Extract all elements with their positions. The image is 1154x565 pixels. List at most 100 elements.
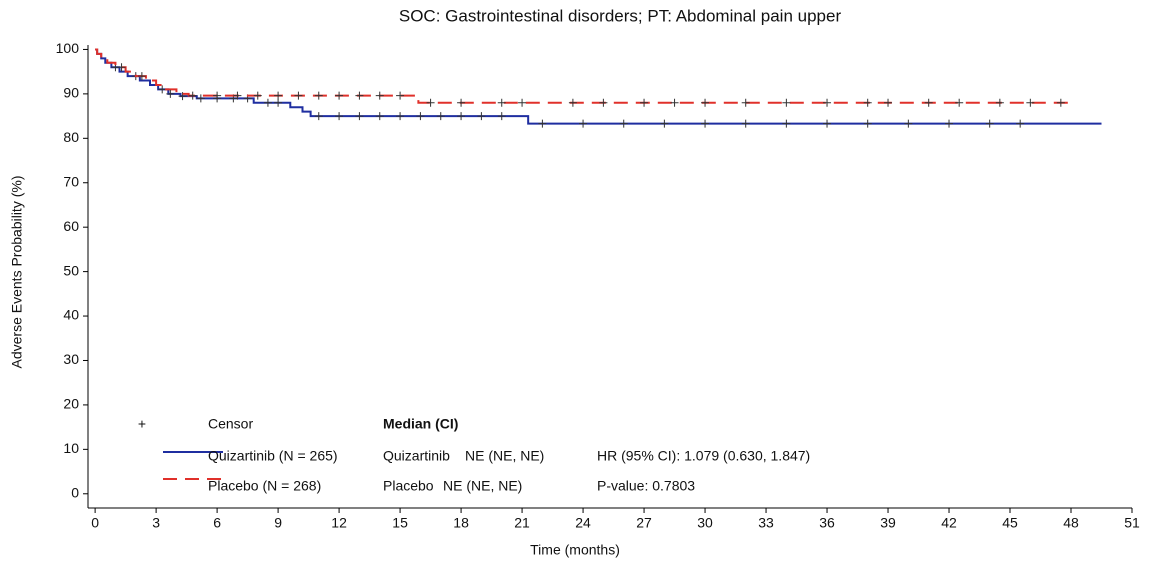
censor-mark [457,98,466,107]
y-tick-label: 10 [63,440,79,456]
y-tick-label: 70 [63,173,79,189]
censor-mark [375,112,384,121]
censor-mark [701,98,710,107]
censor-mark [355,91,364,100]
censor-mark [782,98,791,107]
censor-mark [263,98,272,107]
censor-mark [904,119,913,128]
censor-mark [314,91,323,100]
x-axis-label: Time (months) [530,542,620,558]
censor-mark [579,119,588,128]
censor-mark [196,94,205,103]
censor-mark [955,98,964,107]
censor-mark [670,98,679,107]
median-value: NE (NE, NE) [465,448,544,464]
x-tick-label: 33 [758,515,774,531]
censor-mark [863,98,872,107]
censor-mark [294,91,303,100]
censor-mark [538,119,547,128]
survival-line [95,48,1102,125]
x-tick-label: 39 [880,515,896,531]
censor-mark [741,119,750,128]
censor-mark [178,92,187,101]
y-tick-label: 20 [63,396,79,412]
legend-label: Censor [208,416,253,432]
censor-mark [995,98,1004,107]
censor-mark [660,119,669,128]
censor-mark [924,98,933,107]
median-group: Placebo [383,478,434,494]
x-tick-label: 6 [213,515,221,531]
censor-mark [137,72,146,81]
x-tick-label: 15 [392,515,408,531]
censor-mark [396,112,405,121]
y-tick-label: 80 [63,129,79,145]
x-tick-label: 9 [274,515,282,531]
censor-mark [213,91,222,100]
censor-mark [166,89,175,98]
censor-mark [823,98,832,107]
annotation: P-value: 0.7803 [597,478,695,494]
median-value: NE (NE, NE) [443,478,522,494]
censor-mark [497,112,506,121]
censor-mark [1026,98,1035,107]
censor-mark [701,119,710,128]
y-tick-label: 0 [71,484,79,500]
censor-mark [253,91,262,100]
censor-mark [233,91,242,100]
x-tick-label: 51 [1124,515,1140,531]
censor-mark [1056,98,1065,107]
censor-mark [274,91,283,100]
censor-mark [117,63,126,72]
censor-mark [457,112,466,121]
censor-mark [436,112,445,121]
censor-mark [396,91,405,100]
x-tick-label: 12 [331,515,347,531]
censor-mark [782,119,791,128]
y-tick-label: 60 [63,218,79,234]
censor-mark [375,91,384,100]
y-tick-label: 50 [63,262,79,278]
censor-symbol: + [138,416,146,432]
y-tick-label: 30 [63,351,79,367]
censor-mark [188,91,197,100]
chart-title: SOC: Gastrointestinal disorders; PT: Abd… [399,6,842,25]
censor-mark [619,119,628,128]
x-tick-label: 48 [1063,515,1079,531]
legend-label: Placebo (N = 268) [208,478,321,494]
censor-mark [640,98,649,107]
censor-mark [945,119,954,128]
censor-mark [518,98,527,107]
survival-line [95,48,1072,104]
censor-mark [335,112,344,121]
censor-mark [274,98,283,107]
censor-mark [426,98,435,107]
x-tick-label: 0 [91,515,99,531]
annotation: HR (95% CI): 1.079 (0.630, 1.847) [597,448,810,464]
x-tick-label: 3 [152,515,160,531]
censor-mark [599,98,608,107]
censor-mark [884,98,893,107]
x-tick-label: 27 [636,515,652,531]
x-tick-label: 24 [575,515,591,531]
censor-mark [823,119,832,128]
x-tick-label: 42 [941,515,957,531]
censor-mark [1016,119,1025,128]
censor-mark [158,85,167,94]
censor-mark [741,98,750,107]
censor-mark [477,112,486,121]
x-tick-label: 30 [697,515,713,531]
censor-mark [568,98,577,107]
legend-label: Quizartinib (N = 265) [208,448,338,464]
censor-mark [985,119,994,128]
censor-mark [497,98,506,107]
x-tick-label: 36 [819,515,835,531]
x-tick-label: 18 [453,515,469,531]
censor-mark [335,91,344,100]
x-tick-label: 21 [514,515,530,531]
median-header: Median (CI) [383,416,458,432]
censor-mark [314,112,323,121]
y-axis-label: Adverse Events Probability (%) [9,176,25,369]
